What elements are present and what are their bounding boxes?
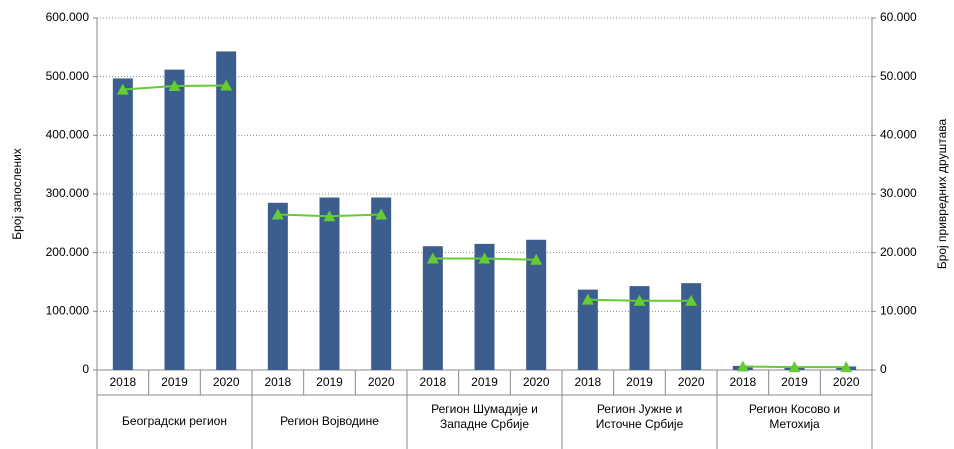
line-marker xyxy=(168,80,181,92)
x-tick-label: 2020 xyxy=(678,375,705,389)
y2-tick-label: 40.000 xyxy=(880,128,917,142)
line-marker xyxy=(788,361,801,373)
y-tick-label: 200.000 xyxy=(46,245,90,259)
bar xyxy=(371,197,392,370)
bar xyxy=(319,197,340,370)
y-tick-label: 100.000 xyxy=(46,304,90,318)
x-tick-label: 2020 xyxy=(213,375,240,389)
x-tick-label: 2019 xyxy=(316,375,343,389)
bar xyxy=(422,246,443,370)
y-tick-label: 600.000 xyxy=(46,10,90,24)
bar xyxy=(577,289,598,370)
x-tick-label: 2019 xyxy=(781,375,808,389)
group-label: Регион Јужне и Источне Србије xyxy=(595,402,684,431)
x-tick-label: 2020 xyxy=(368,375,395,389)
line-marker xyxy=(530,253,543,265)
line-marker xyxy=(426,252,439,264)
y2-tick-label: 20.000 xyxy=(880,245,917,259)
group-label: Регион Шумадије и Западне Србије xyxy=(431,402,538,431)
x-tick-label: 2019 xyxy=(471,375,498,389)
line-marker xyxy=(116,83,129,95)
bar xyxy=(526,239,547,370)
x-tick-label: 2019 xyxy=(626,375,653,389)
line-marker xyxy=(271,208,284,220)
group-label: Регион Косово и Метохија xyxy=(748,402,841,431)
line-marker xyxy=(633,294,646,306)
bar xyxy=(216,51,237,370)
y-tick-label: 0 xyxy=(82,362,89,376)
y2-tick-label: 0 xyxy=(880,362,887,376)
y2-tick-label: 10.000 xyxy=(880,304,917,318)
x-tick-label: 2018 xyxy=(419,375,446,389)
line-marker xyxy=(840,361,853,373)
bar xyxy=(267,202,288,370)
bar xyxy=(474,243,495,370)
x-tick-label: 2018 xyxy=(574,375,601,389)
line-marker xyxy=(375,208,388,220)
bar xyxy=(164,69,185,371)
x-tick-label: 2018 xyxy=(109,375,136,389)
line-marker xyxy=(478,252,491,264)
y2-tick-label: 60.000 xyxy=(880,10,917,24)
line-marker xyxy=(220,79,233,91)
y-axis-title: Број запослених xyxy=(10,148,24,240)
bar xyxy=(629,286,650,370)
y-tick-label: 400.000 xyxy=(46,128,90,142)
group-label: Регион Војводине xyxy=(280,414,379,428)
x-tick-label: 2018 xyxy=(729,375,756,389)
y2-tick-label: 30.000 xyxy=(880,186,917,200)
line-marker xyxy=(581,293,594,305)
line-marker xyxy=(685,294,698,306)
y-tick-label: 500.000 xyxy=(46,69,90,83)
y-tick-label: 300.000 xyxy=(46,186,90,200)
y2-axis-title: Број привредних друштава xyxy=(935,119,949,270)
x-tick-label: 2018 xyxy=(264,375,291,389)
x-tick-label: 2020 xyxy=(833,375,860,389)
line-marker xyxy=(323,210,336,222)
y2-tick-label: 50.000 xyxy=(880,69,917,83)
x-tick-label: 2020 xyxy=(523,375,550,389)
bar xyxy=(112,78,133,370)
line-marker xyxy=(736,360,749,372)
x-tick-label: 2019 xyxy=(161,375,188,389)
group-label: Београдски регион xyxy=(122,414,227,428)
